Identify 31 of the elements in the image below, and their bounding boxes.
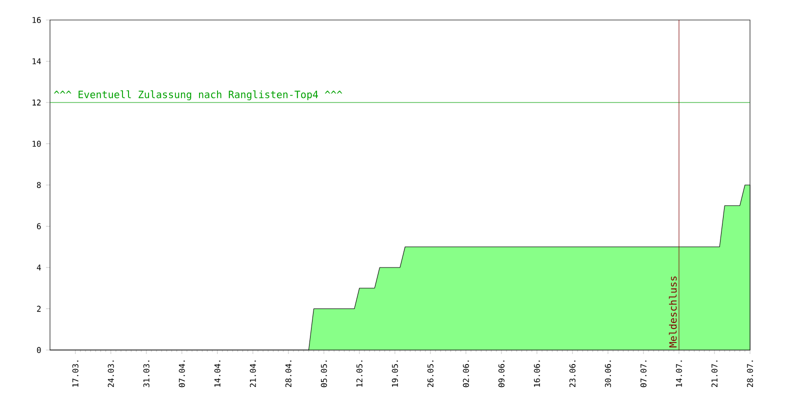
x-tick-label: 28.04. — [285, 360, 292, 388]
x-tick-label: 07.07. — [640, 360, 646, 388]
ref-line-label: Meldeschluss — [668, 276, 677, 348]
x-tick-label: 12.05. — [356, 360, 362, 387]
x-tick-label: 16.06. — [534, 360, 540, 387]
x-tick-label: 28.07. — [746, 360, 754, 388]
x-tick-label: 09.06. — [498, 360, 504, 388]
y-tick-label: 0 — [36, 346, 41, 354]
x-tick-label: 19.05. — [392, 360, 398, 387]
x-tick-label: 23.06. — [569, 360, 576, 388]
y-tick-label: 8 — [36, 182, 41, 188]
y-tick-label: 12 — [32, 100, 41, 106]
x-tick-label: 05.05. — [320, 360, 327, 388]
x-tick-label: 07.04. — [178, 360, 185, 388]
x-tick-label: 21.04. — [250, 360, 256, 388]
x-tick-label: 14.04. — [214, 360, 220, 387]
x-tick-label: 02.06. — [462, 360, 469, 388]
y-tick-label: 16 — [32, 16, 41, 24]
x-tick-label: 24.03. — [108, 360, 114, 388]
x-tick-label: 17.03. — [72, 360, 78, 387]
y-tick-label: 2 — [37, 306, 41, 312]
y-tick-label: 10 — [32, 140, 41, 147]
x-tick-label: 14.07. — [676, 360, 682, 387]
y-tick-label: 6 — [36, 223, 41, 230]
x-tick-label: 30.06. — [604, 360, 611, 388]
x-tick-label: 26.05. — [427, 360, 434, 388]
ref-line-label: ^^^ Eventuell Zulassung nach Ranglisten-Top4 ^^^ — [54, 90, 342, 100]
y-tick-label: 4 — [36, 264, 41, 270]
y-tick-label: 14 — [32, 58, 41, 64]
x-tick-label: 21.07. — [711, 360, 718, 388]
x-tick-label: 31.03. — [143, 360, 150, 388]
